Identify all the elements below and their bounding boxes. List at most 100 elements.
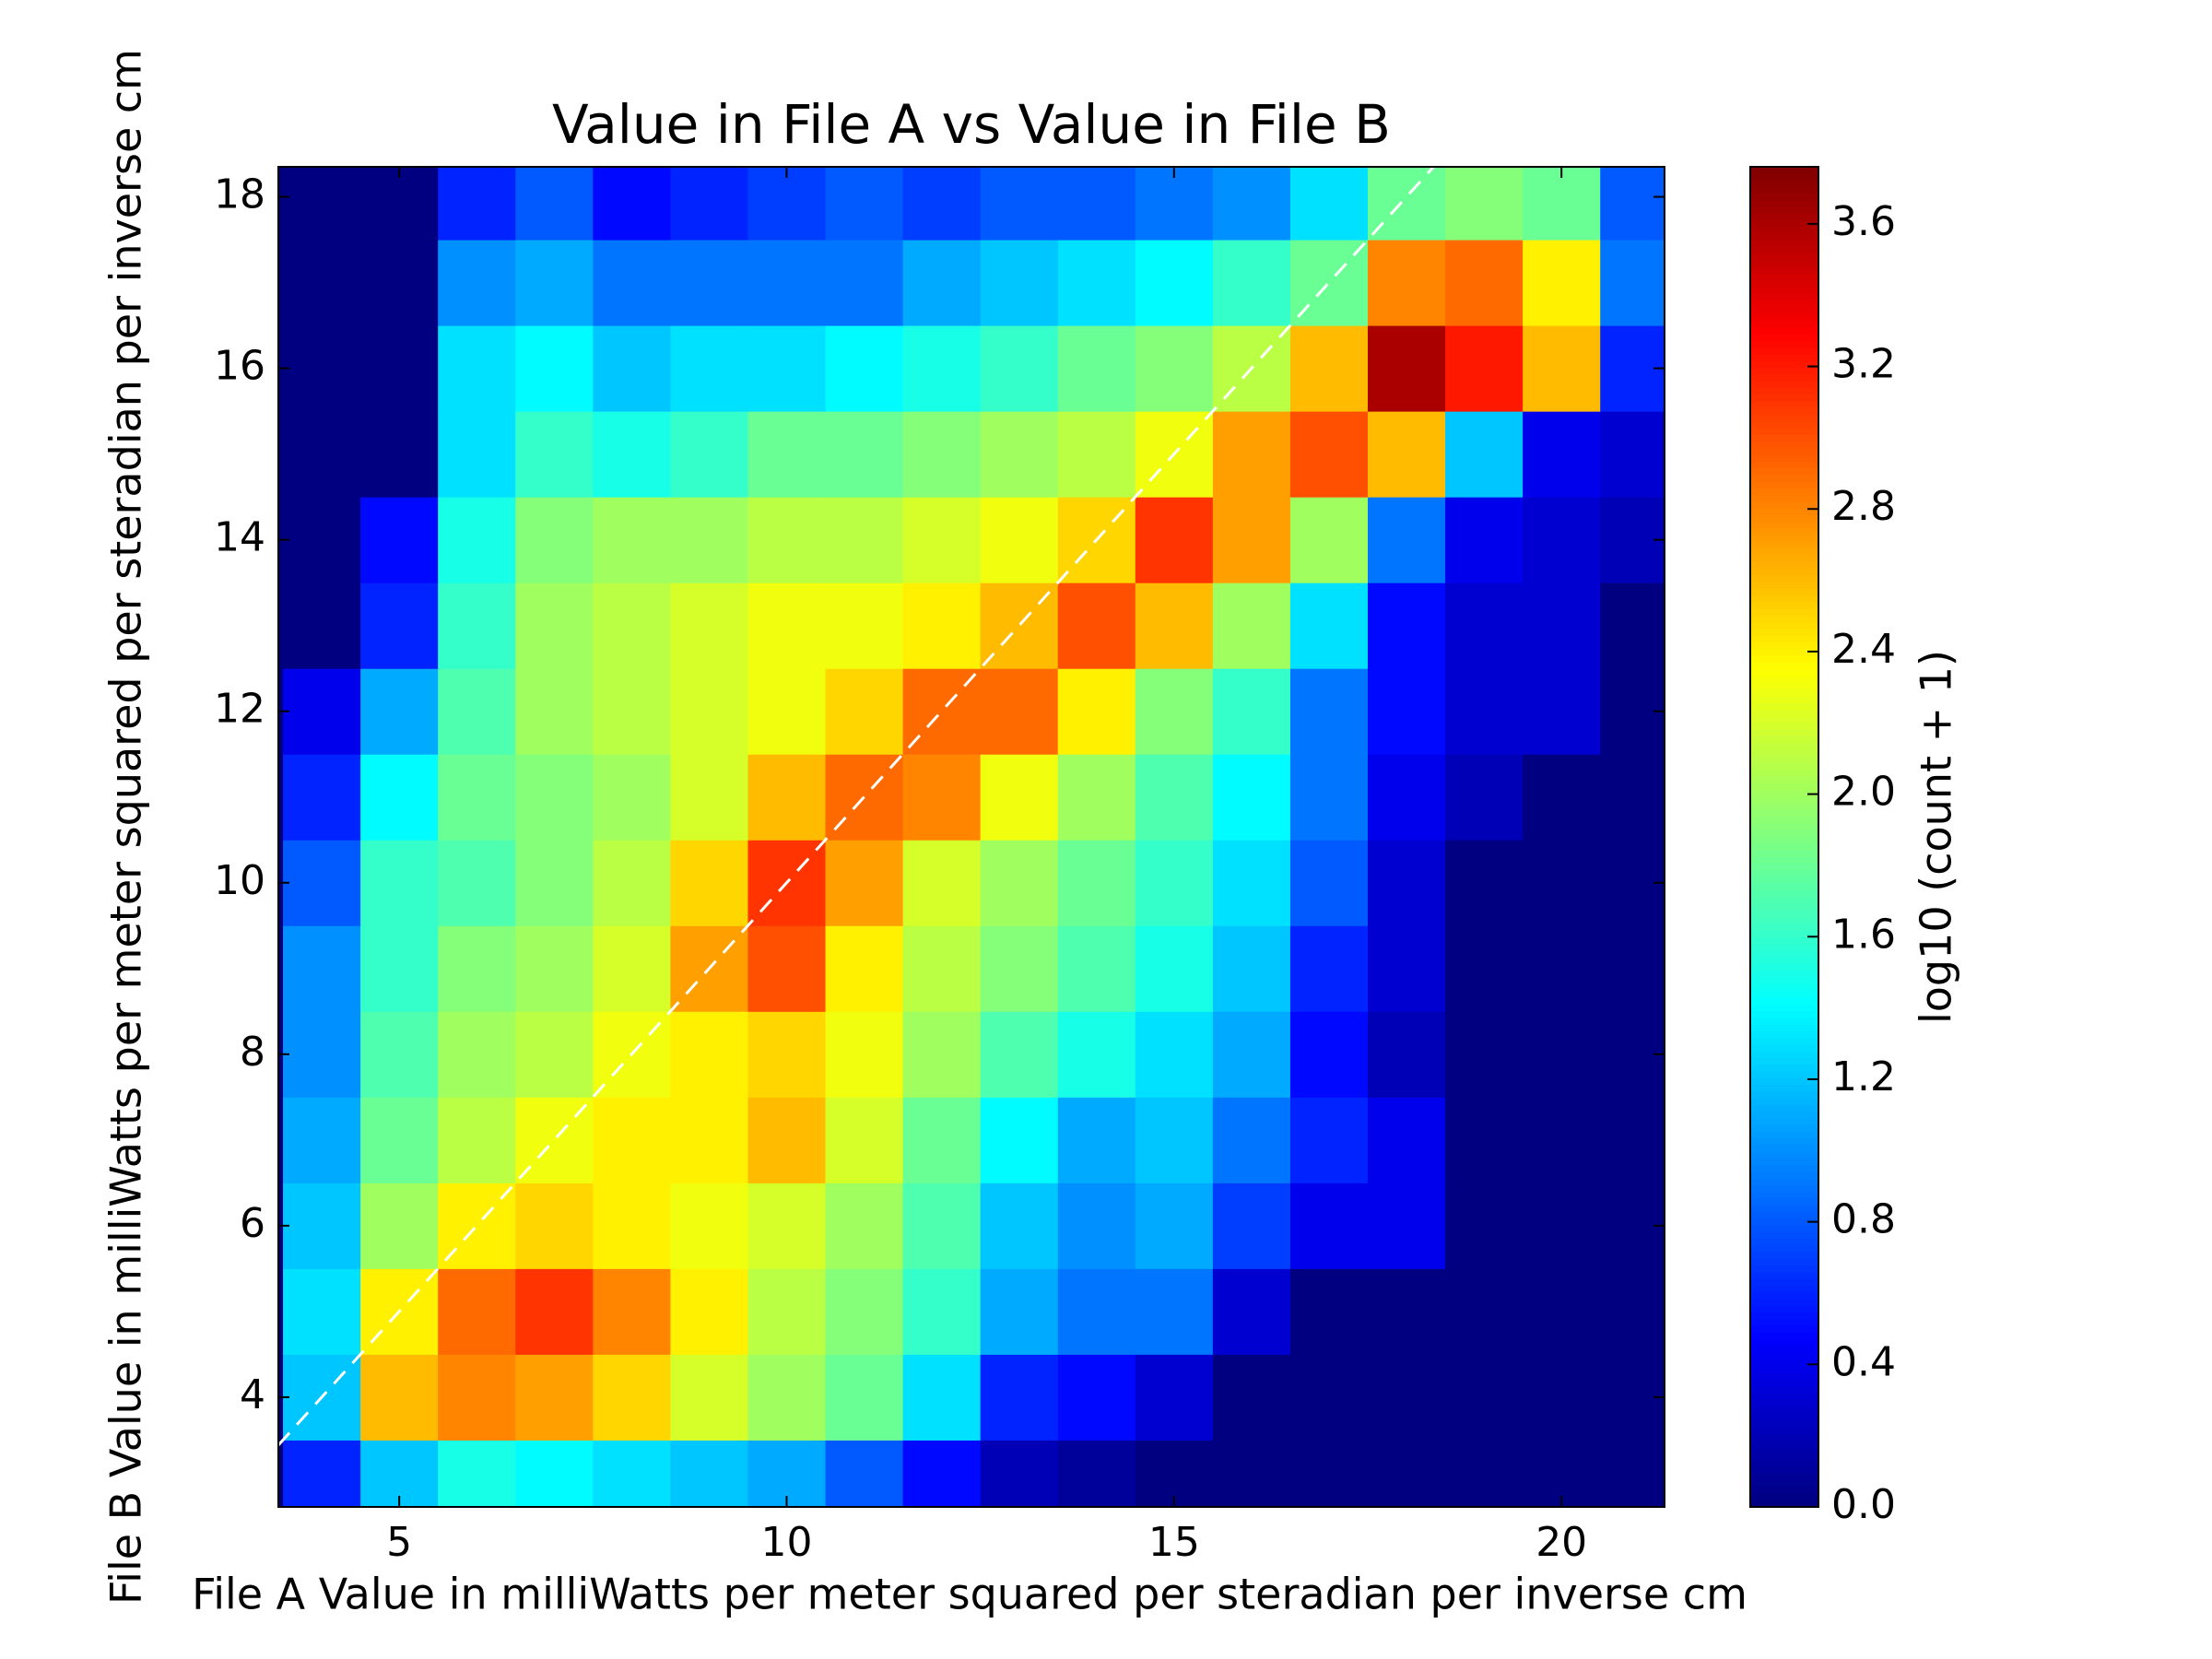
hexbin-cell — [438, 668, 516, 755]
hexbin-cell — [1368, 840, 1446, 926]
hexbin-cell — [670, 1354, 748, 1441]
hexbin-cell — [283, 167, 361, 241]
hexbin-cell — [980, 1011, 1059, 1098]
colorbar-swatch — [1750, 260, 1818, 268]
y-tick-label: 12 — [214, 686, 265, 733]
x-tick-label: 10 — [760, 1519, 812, 1566]
colorbar-swatch — [1750, 374, 1818, 382]
hexbin-cell — [438, 1011, 516, 1098]
hexbin-cell — [825, 1440, 904, 1507]
colorbar-swatch — [1750, 1198, 1818, 1206]
hexbin-cell — [825, 411, 904, 498]
hexbin-cell — [1445, 840, 1524, 926]
hexbin-cell — [438, 167, 516, 241]
colorbar-swatch — [1750, 817, 1818, 825]
hexbin-cell — [902, 411, 982, 498]
hexbin-cell — [1600, 668, 1665, 755]
hexbin-cell — [1368, 411, 1446, 498]
colorbar-swatch — [1750, 1044, 1818, 1053]
hexbin-cell — [1445, 1354, 1524, 1441]
hexbin-cell — [1445, 925, 1524, 1012]
colorbar-swatch — [1750, 1466, 1818, 1475]
hexbin-cell — [1523, 325, 1601, 412]
x-tick-label: 20 — [1535, 1519, 1587, 1566]
colorbar-swatch — [1750, 194, 1818, 202]
colorbar-swatch — [1750, 1292, 1818, 1300]
colorbar-swatch — [1750, 501, 1818, 510]
hexbin-cell — [747, 1182, 827, 1269]
hexbin-cell — [1368, 582, 1446, 669]
hexbin-cell — [593, 582, 671, 669]
colorbar-swatch — [1750, 167, 1818, 175]
hexbin-cell — [1212, 240, 1291, 326]
colorbar-swatch — [1750, 307, 1818, 315]
hexbin-cell — [670, 240, 748, 326]
hexbin-cell — [670, 1182, 748, 1269]
colorbar-swatch — [1750, 924, 1818, 932]
hexbin-cell — [825, 840, 904, 926]
hexbin-cell — [1057, 1011, 1136, 1098]
hexbin-cell — [1135, 497, 1214, 583]
colorbar-swatch — [1750, 937, 1818, 946]
hexbin-cell — [1523, 1268, 1601, 1355]
colorbar-swatch — [1750, 809, 1818, 818]
hexbin-cell — [438, 1268, 516, 1355]
hexbin-cell — [1600, 167, 1665, 241]
colorbar-tick-label: 1.2 — [1831, 1053, 1896, 1100]
colorbar-swatch — [1750, 602, 1818, 610]
hexbin-cell — [1289, 167, 1369, 241]
colorbar-swatch — [1750, 1386, 1818, 1394]
hexbin-cell — [1445, 1268, 1524, 1355]
colorbar-swatch — [1750, 1393, 1818, 1401]
colorbar-swatch — [1750, 991, 1818, 999]
colorbar-swatch — [1750, 856, 1818, 865]
hexbin-cell — [980, 925, 1059, 1012]
colorbar-swatch — [1750, 548, 1818, 557]
colorbar-swatch — [1750, 1192, 1818, 1200]
colorbar-tick-label: 0.0 — [1831, 1481, 1896, 1528]
hexbin-cell — [1212, 167, 1291, 241]
hexbin-cell — [670, 1011, 748, 1098]
hexbin-cell — [1600, 1268, 1665, 1355]
colorbar-swatch — [1750, 555, 1818, 563]
colorbar-tick-label: 3.6 — [1831, 198, 1896, 245]
hexbin-cell — [747, 497, 827, 583]
colorbar-swatch — [1750, 508, 1818, 516]
colorbar-swatch — [1750, 1065, 1818, 1073]
hexbin-cell — [1057, 1182, 1136, 1269]
hexbin-cell — [980, 668, 1059, 755]
hexbin-cell — [283, 240, 361, 326]
hexbin-cell — [360, 754, 439, 841]
colorbar-swatch — [1750, 944, 1818, 952]
hexbin-layer — [283, 167, 1665, 1507]
colorbar-swatch — [1750, 1325, 1818, 1334]
colorbar-swatch — [1750, 735, 1818, 745]
hexbin-cell — [1135, 582, 1214, 669]
colorbar-swatch — [1750, 434, 1818, 442]
hexbin-cell — [515, 167, 594, 241]
colorbar-swatch — [1750, 1178, 1818, 1186]
colorbar-swatch — [1750, 1479, 1818, 1488]
colorbar-swatch — [1750, 475, 1818, 483]
colorbar-swatch — [1750, 428, 1818, 436]
colorbar-swatch — [1750, 1379, 1818, 1387]
colorbar-swatch — [1750, 964, 1818, 972]
colorbar — [1750, 167, 1818, 1508]
colorbar-swatch — [1750, 414, 1818, 423]
colorbar-swatch — [1750, 1051, 1818, 1059]
hexbin-cell — [593, 668, 671, 755]
colorbar-swatch — [1750, 280, 1818, 288]
colorbar-swatch — [1750, 1212, 1818, 1220]
hexbin-cell — [1368, 167, 1446, 241]
colorbar-tick-label: 0.8 — [1831, 1196, 1896, 1243]
colorbar-tick-label: 2.4 — [1831, 626, 1896, 673]
hexbin-cell — [1600, 411, 1665, 498]
hexbin-cell — [1523, 840, 1601, 926]
hexbin-cell — [1289, 1011, 1369, 1098]
hexbin-cell — [1445, 1440, 1524, 1507]
colorbar-swatch — [1750, 381, 1818, 389]
hexbin-cell — [980, 167, 1059, 241]
colorbar-swatch — [1750, 1460, 1818, 1468]
colorbar-swatch — [1750, 186, 1818, 194]
colorbar-swatch — [1750, 622, 1818, 630]
